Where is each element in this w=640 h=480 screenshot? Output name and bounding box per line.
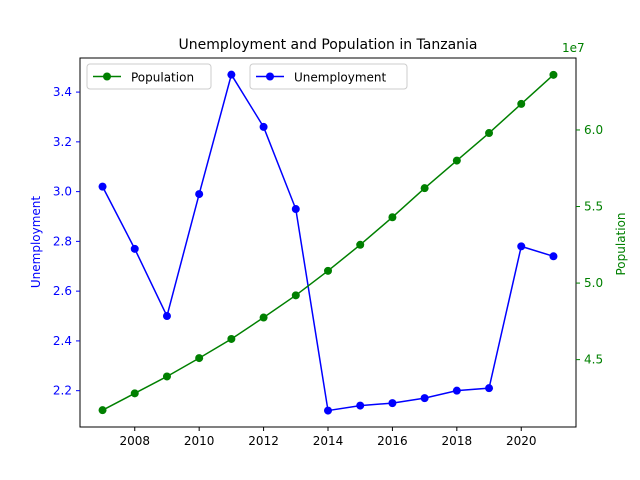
unemployment-point bbox=[259, 122, 268, 131]
legend-swatch-marker bbox=[266, 72, 274, 81]
left-y-tick-label: 3.0 bbox=[53, 185, 72, 199]
legend: Unemployment bbox=[249, 63, 408, 90]
legend-frame bbox=[86, 63, 212, 90]
population-line bbox=[102, 74, 554, 411]
unemployment-point bbox=[162, 312, 171, 321]
unemployment-point bbox=[291, 205, 300, 214]
left-y-tick-label: 2.8 bbox=[53, 234, 72, 248]
left-y-tick-label: 2.4 bbox=[53, 334, 72, 348]
plot-area: 2008 2010 2012 2014 2016 2018 2020 2.2 2.4 2.6 2.8… bbox=[53, 57, 603, 448]
x-tick-label: 2010 bbox=[184, 434, 215, 448]
legend-entry-label: Unemployment bbox=[294, 71, 387, 85]
left-y-tick-label: 3.2 bbox=[53, 135, 72, 149]
population-point bbox=[98, 406, 107, 415]
unemployment-point bbox=[452, 386, 461, 395]
unemployment-point bbox=[98, 182, 107, 191]
legend-frame bbox=[249, 63, 408, 90]
population-point bbox=[259, 313, 268, 322]
unemployment-point bbox=[420, 394, 429, 403]
population-point bbox=[452, 156, 461, 165]
right-axis-offset-text: 1e7 bbox=[562, 41, 585, 55]
plot-frame bbox=[79, 57, 577, 428]
right-axis-label: Population bbox=[614, 212, 628, 275]
left-y-tick-label: 3.4 bbox=[53, 85, 72, 99]
right-y-tick-label: 5.0 bbox=[584, 276, 603, 290]
x-tick-label: 2014 bbox=[313, 434, 344, 448]
right-y-tick-label: 6.0 bbox=[584, 123, 603, 137]
unemployment-point bbox=[324, 406, 332, 415]
legend-entry-label: Population bbox=[131, 71, 194, 85]
x-tick-label: 2018 bbox=[442, 434, 473, 448]
x-tick-label: 2012 bbox=[248, 434, 279, 448]
unemployment-point bbox=[356, 401, 365, 410]
left-axis-label: Unemployment bbox=[29, 196, 43, 289]
left-y-tick-label: 2.2 bbox=[53, 384, 72, 398]
left-y-tick-label: 2.6 bbox=[53, 284, 72, 298]
population-point bbox=[549, 70, 558, 79]
legend: Population bbox=[86, 63, 212, 90]
population-point bbox=[517, 99, 526, 108]
population-point bbox=[485, 129, 494, 138]
unemployment-point bbox=[485, 384, 494, 393]
chart-title: Unemployment and Population in Tanzania bbox=[178, 37, 477, 53]
population-point bbox=[388, 213, 397, 222]
population-point bbox=[291, 291, 300, 300]
unemployment-point bbox=[388, 399, 397, 408]
population-point bbox=[130, 389, 139, 398]
unemployment-point bbox=[130, 244, 139, 253]
unemployment-point bbox=[517, 242, 526, 251]
unemployment-point bbox=[227, 70, 236, 79]
right-y-tick-label: 5.5 bbox=[584, 200, 603, 214]
population-point bbox=[227, 334, 236, 343]
unemployment-point bbox=[195, 190, 204, 199]
x-tick-label: 2016 bbox=[377, 434, 408, 448]
x-tick-label: 2008 bbox=[119, 434, 150, 448]
population-point bbox=[195, 354, 204, 363]
population-point bbox=[420, 184, 429, 193]
unemployment-line bbox=[101, 72, 554, 412]
unemployment-point bbox=[549, 252, 558, 261]
population-point bbox=[162, 372, 171, 381]
population-point bbox=[356, 240, 365, 249]
x-tick-label: 2020 bbox=[506, 434, 537, 448]
legend-swatch-marker bbox=[103, 72, 111, 81]
population-point bbox=[324, 266, 332, 275]
right-y-tick-label: 4.5 bbox=[584, 353, 603, 367]
